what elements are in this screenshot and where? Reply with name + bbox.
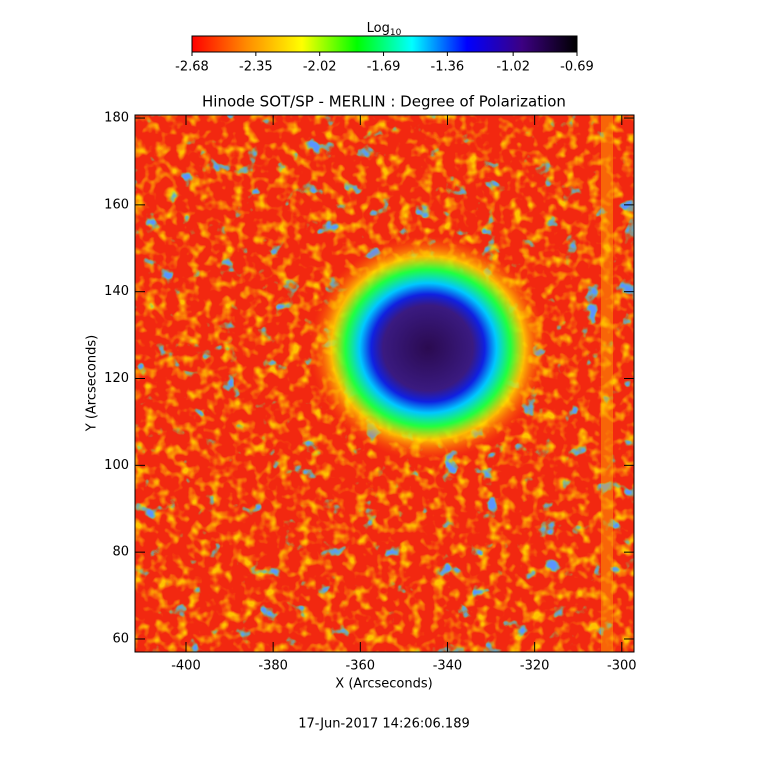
plot-frame bbox=[134, 114, 635, 653]
x-tick-label: -320 bbox=[520, 659, 550, 674]
y-tick-label: 80 bbox=[112, 545, 129, 560]
colorbar bbox=[191, 35, 578, 53]
y-tick-label: 160 bbox=[104, 197, 129, 212]
sunspot bbox=[310, 236, 546, 460]
colorbar-label: Log10 bbox=[367, 21, 402, 38]
colorbar-tick-label: -2.35 bbox=[239, 60, 273, 75]
colorbar-tick-label: -1.36 bbox=[431, 60, 465, 75]
colorbar-tick-label: -2.68 bbox=[175, 60, 209, 75]
y-tick-label: 120 bbox=[104, 371, 129, 386]
colorbar-label-base: Log bbox=[367, 21, 390, 36]
x-tick-label: -400 bbox=[171, 659, 201, 674]
image-stripe bbox=[601, 115, 613, 652]
y-tick-label: 180 bbox=[104, 111, 129, 126]
colorbar-tick-label: -1.02 bbox=[496, 60, 530, 75]
y-tick-label: 100 bbox=[104, 458, 129, 473]
x-tick-label: -340 bbox=[433, 659, 463, 674]
colorbar-tick-label: -2.02 bbox=[303, 60, 337, 75]
x-axis-label: X (Arcseconds) bbox=[335, 677, 432, 692]
x-tick-label: -300 bbox=[607, 659, 637, 674]
x-tick-label: -380 bbox=[258, 659, 288, 674]
polarization-image bbox=[135, 115, 634, 652]
chart-title: Hinode SOT/SP - MERLIN : Degree of Polar… bbox=[202, 93, 566, 111]
y-tick-label: 60 bbox=[112, 631, 129, 646]
y-axis-label: Y (Arcseconds) bbox=[85, 335, 100, 432]
colorbar-tick-label: -1.69 bbox=[367, 60, 401, 75]
colorbar-label-subscript: 10 bbox=[390, 28, 402, 38]
footer-timestamp: 17-Jun-2017 14:26:06.189 bbox=[298, 717, 470, 732]
x-tick-label: -360 bbox=[346, 659, 376, 674]
colorbar-tick-label: -0.69 bbox=[560, 60, 594, 75]
y-tick-label: 140 bbox=[104, 284, 129, 299]
